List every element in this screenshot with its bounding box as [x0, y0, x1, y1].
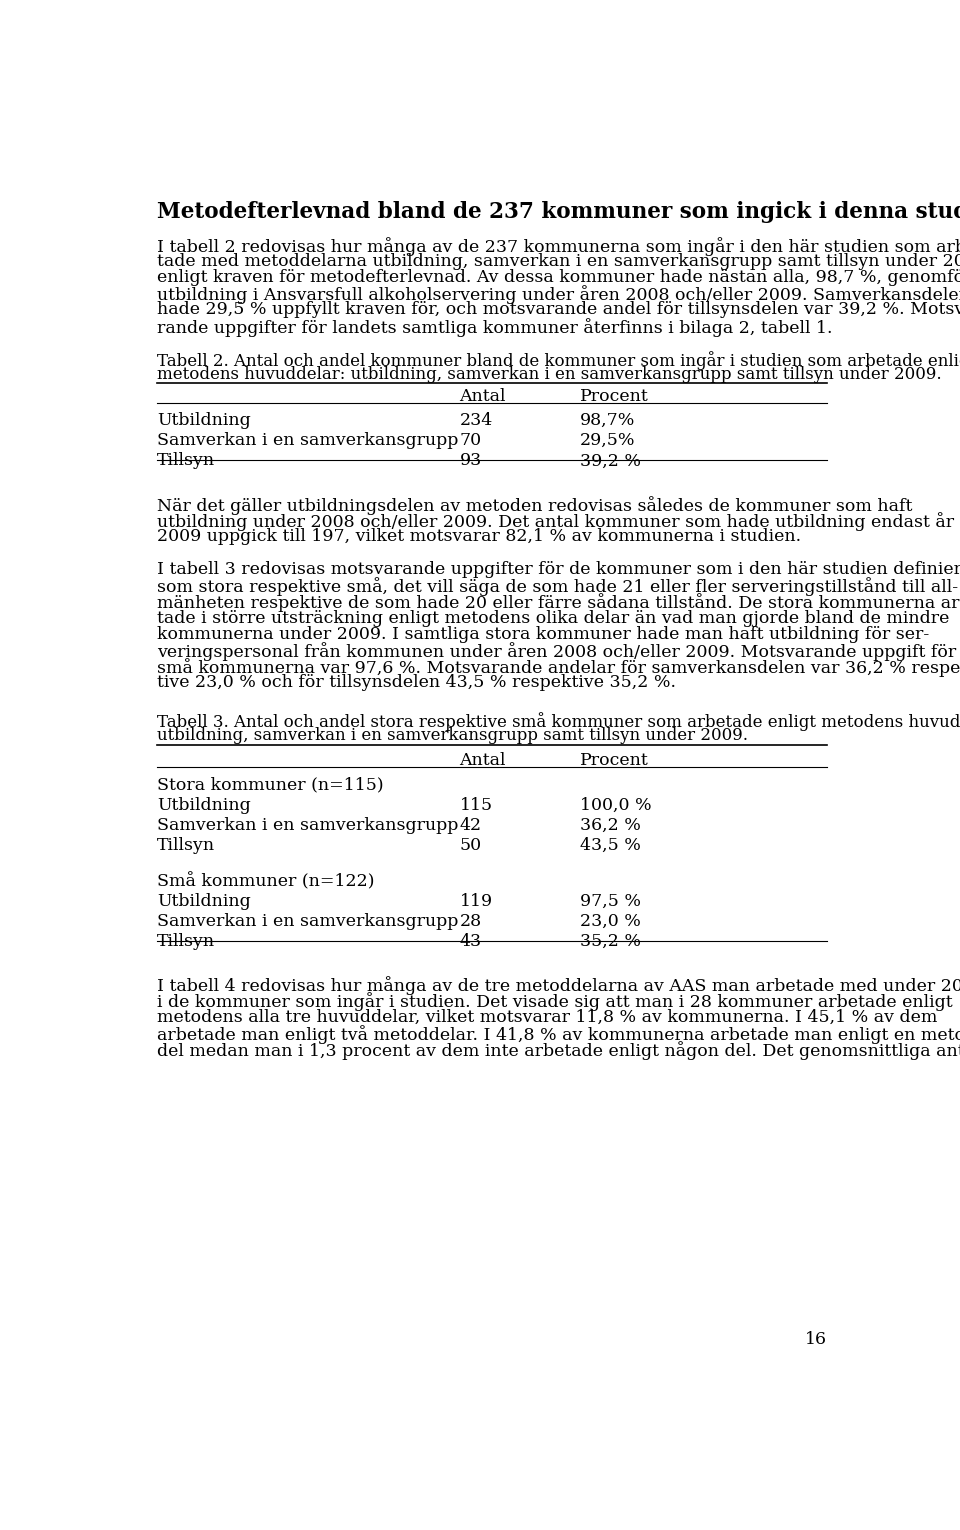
Text: kommunerna under 2009. I samtliga stora kommuner hade man haft utbildning för se: kommunerna under 2009. I samtliga stora …	[157, 626, 929, 643]
Text: 115: 115	[460, 797, 492, 814]
Text: Samverkan i en samverkansgrupp: Samverkan i en samverkansgrupp	[157, 913, 459, 930]
Text: Utbildning: Utbildning	[157, 412, 251, 428]
Text: När det gäller utbildningsdelen av metoden redovisas således de kommuner som haf: När det gäller utbildningsdelen av metod…	[157, 496, 913, 514]
Text: små kommunerna var 97,6 %. Motsvarande andelar för samverkansdelen var 36,2 % re: små kommunerna var 97,6 %. Motsvarande a…	[157, 658, 960, 678]
Text: Samverkan i en samverkansgrupp: Samverkan i en samverkansgrupp	[157, 431, 459, 450]
Text: 23,0 %: 23,0 %	[580, 913, 640, 930]
Text: Tabell 2. Antal och andel kommuner bland de kommuner som ingår i studien som arb: Tabell 2. Antal och andel kommuner bland…	[157, 350, 960, 370]
Text: Utbildning: Utbildning	[157, 892, 251, 910]
Text: arbetade man enligt två metoddelar. I 41,8 % av kommunerna arbetade man enligt e: arbetade man enligt två metoddelar. I 41…	[157, 1025, 960, 1043]
Text: I tabell 3 redovisas motsvarande uppgifter för de kommuner som i den här studien: I tabell 3 redovisas motsvarande uppgift…	[157, 562, 960, 578]
Text: 36,2 %: 36,2 %	[580, 817, 640, 834]
Text: 50: 50	[460, 837, 482, 854]
Text: 97,5 %: 97,5 %	[580, 892, 640, 910]
Text: Procent: Procent	[580, 753, 648, 770]
Text: 234: 234	[460, 412, 492, 428]
Text: Samverkan i en samverkansgrupp: Samverkan i en samverkansgrupp	[157, 817, 459, 834]
Text: utbildning under 2008 och/eller 2009. Det antal kommuner som hade utbildning end: utbildning under 2008 och/eller 2009. De…	[157, 513, 954, 531]
Text: Tabell 3. Antal och andel stora respektive små kommuner som arbetade enligt meto: Tabell 3. Antal och andel stora respekti…	[157, 711, 960, 731]
Text: 70: 70	[460, 431, 482, 450]
Text: 43: 43	[460, 933, 482, 950]
Text: enligt kraven för metodefterlevnad. Av dessa kommuner hade nästan alla, 98,7 %, : enligt kraven för metodefterlevnad. Av d…	[157, 269, 960, 286]
Text: metodens huvuddelar: utbildning, samverkan i en samverkansgrupp samt tillsyn und: metodens huvuddelar: utbildning, samverk…	[157, 366, 942, 382]
Text: del medan man i 1,3 procent av dem inte arbetade enligt någon del. Det genomsnit: del medan man i 1,3 procent av dem inte …	[157, 1040, 960, 1060]
Text: Metodefterlevnad bland de 237 kommuner som ingick i denna studie.: Metodefterlevnad bland de 237 kommuner s…	[157, 200, 960, 222]
Text: I tabell 4 redovisas hur många av de tre metoddelarna av AAS man arbetade med un: I tabell 4 redovisas hur många av de tre…	[157, 976, 960, 994]
Text: tive 23,0 % och för tillsynsdelen 43,5 % respektive 35,2 %.: tive 23,0 % och för tillsynsdelen 43,5 %…	[157, 675, 676, 692]
Text: 16: 16	[804, 1331, 827, 1348]
Text: 35,2 %: 35,2 %	[580, 933, 640, 950]
Text: mänheten respektive de som hade 20 eller färre sådana tillstånd. De stora kommun: mänheten respektive de som hade 20 eller…	[157, 594, 960, 612]
Text: 119: 119	[460, 892, 492, 910]
Text: utbildning i Ansvarsfull alkoholservering under åren 2008 och/eller 2009. Samver: utbildning i Ansvarsfull alkoholserverin…	[157, 285, 960, 304]
Text: Tillsyn: Tillsyn	[157, 933, 215, 950]
Text: metodens alla tre huvuddelar, vilket motsvarar 11,8 % av kommunerna. I 45,1 % av: metodens alla tre huvuddelar, vilket mot…	[157, 1008, 938, 1025]
Text: tade med metoddelarna utbildning, samverkan i en samverkansgrupp samt tillsyn un: tade med metoddelarna utbildning, samver…	[157, 252, 960, 269]
Text: i de kommuner som ingår i studien. Det visade sig att man i 28 kommuner arbetade: i de kommuner som ingår i studien. Det v…	[157, 993, 953, 1011]
Text: Tillsyn: Tillsyn	[157, 453, 215, 470]
Text: I tabell 2 redovisas hur många av de 237 kommunerna som ingår i den här studien : I tabell 2 redovisas hur många av de 237…	[157, 237, 960, 256]
Text: som stora respektive små, det vill säga de som hade 21 eller fler serveringstill: som stora respektive små, det vill säga …	[157, 577, 958, 597]
Text: Antal: Antal	[460, 753, 506, 770]
Text: Stora kommuner (n=115): Stora kommuner (n=115)	[157, 776, 384, 794]
Text: 100,0 %: 100,0 %	[580, 797, 651, 814]
Text: 28: 28	[460, 913, 482, 930]
Text: tade i större utsträckning enligt metodens olika delar än vad man gjorde bland d: tade i större utsträckning enligt metode…	[157, 609, 949, 627]
Text: Antal: Antal	[460, 389, 506, 405]
Text: hade 29,5 % uppfyllt kraven för, och motsvarande andel för tillsynsdelen var 39,: hade 29,5 % uppfyllt kraven för, och mot…	[157, 301, 960, 318]
Text: Tillsyn: Tillsyn	[157, 837, 215, 854]
Text: Procent: Procent	[580, 389, 648, 405]
Text: 42: 42	[460, 817, 482, 834]
Text: 29,5%: 29,5%	[580, 431, 636, 450]
Text: 93: 93	[460, 453, 482, 470]
Text: rande uppgifter för landets samtliga kommuner återfinns i bilaga 2, tabell 1.: rande uppgifter för landets samtliga kom…	[157, 318, 832, 337]
Text: 39,2 %: 39,2 %	[580, 453, 640, 470]
Text: Små kommuner (n=122): Små kommuner (n=122)	[157, 872, 374, 890]
Text: utbildning, samverkan i en samverkansgrupp samt tillsyn under 2009.: utbildning, samverkan i en samverkansgru…	[157, 727, 748, 744]
Text: 2009 uppgick till 197, vilket motsvarar 82,1 % av kommunerna i studien.: 2009 uppgick till 197, vilket motsvarar …	[157, 528, 802, 545]
Text: veringspersonal från kommunen under åren 2008 och/eller 2009. Motsvarande uppgif: veringspersonal från kommunen under åren…	[157, 643, 960, 661]
Text: 43,5 %: 43,5 %	[580, 837, 640, 854]
Text: 98,7%: 98,7%	[580, 412, 635, 428]
Text: Utbildning: Utbildning	[157, 797, 251, 814]
